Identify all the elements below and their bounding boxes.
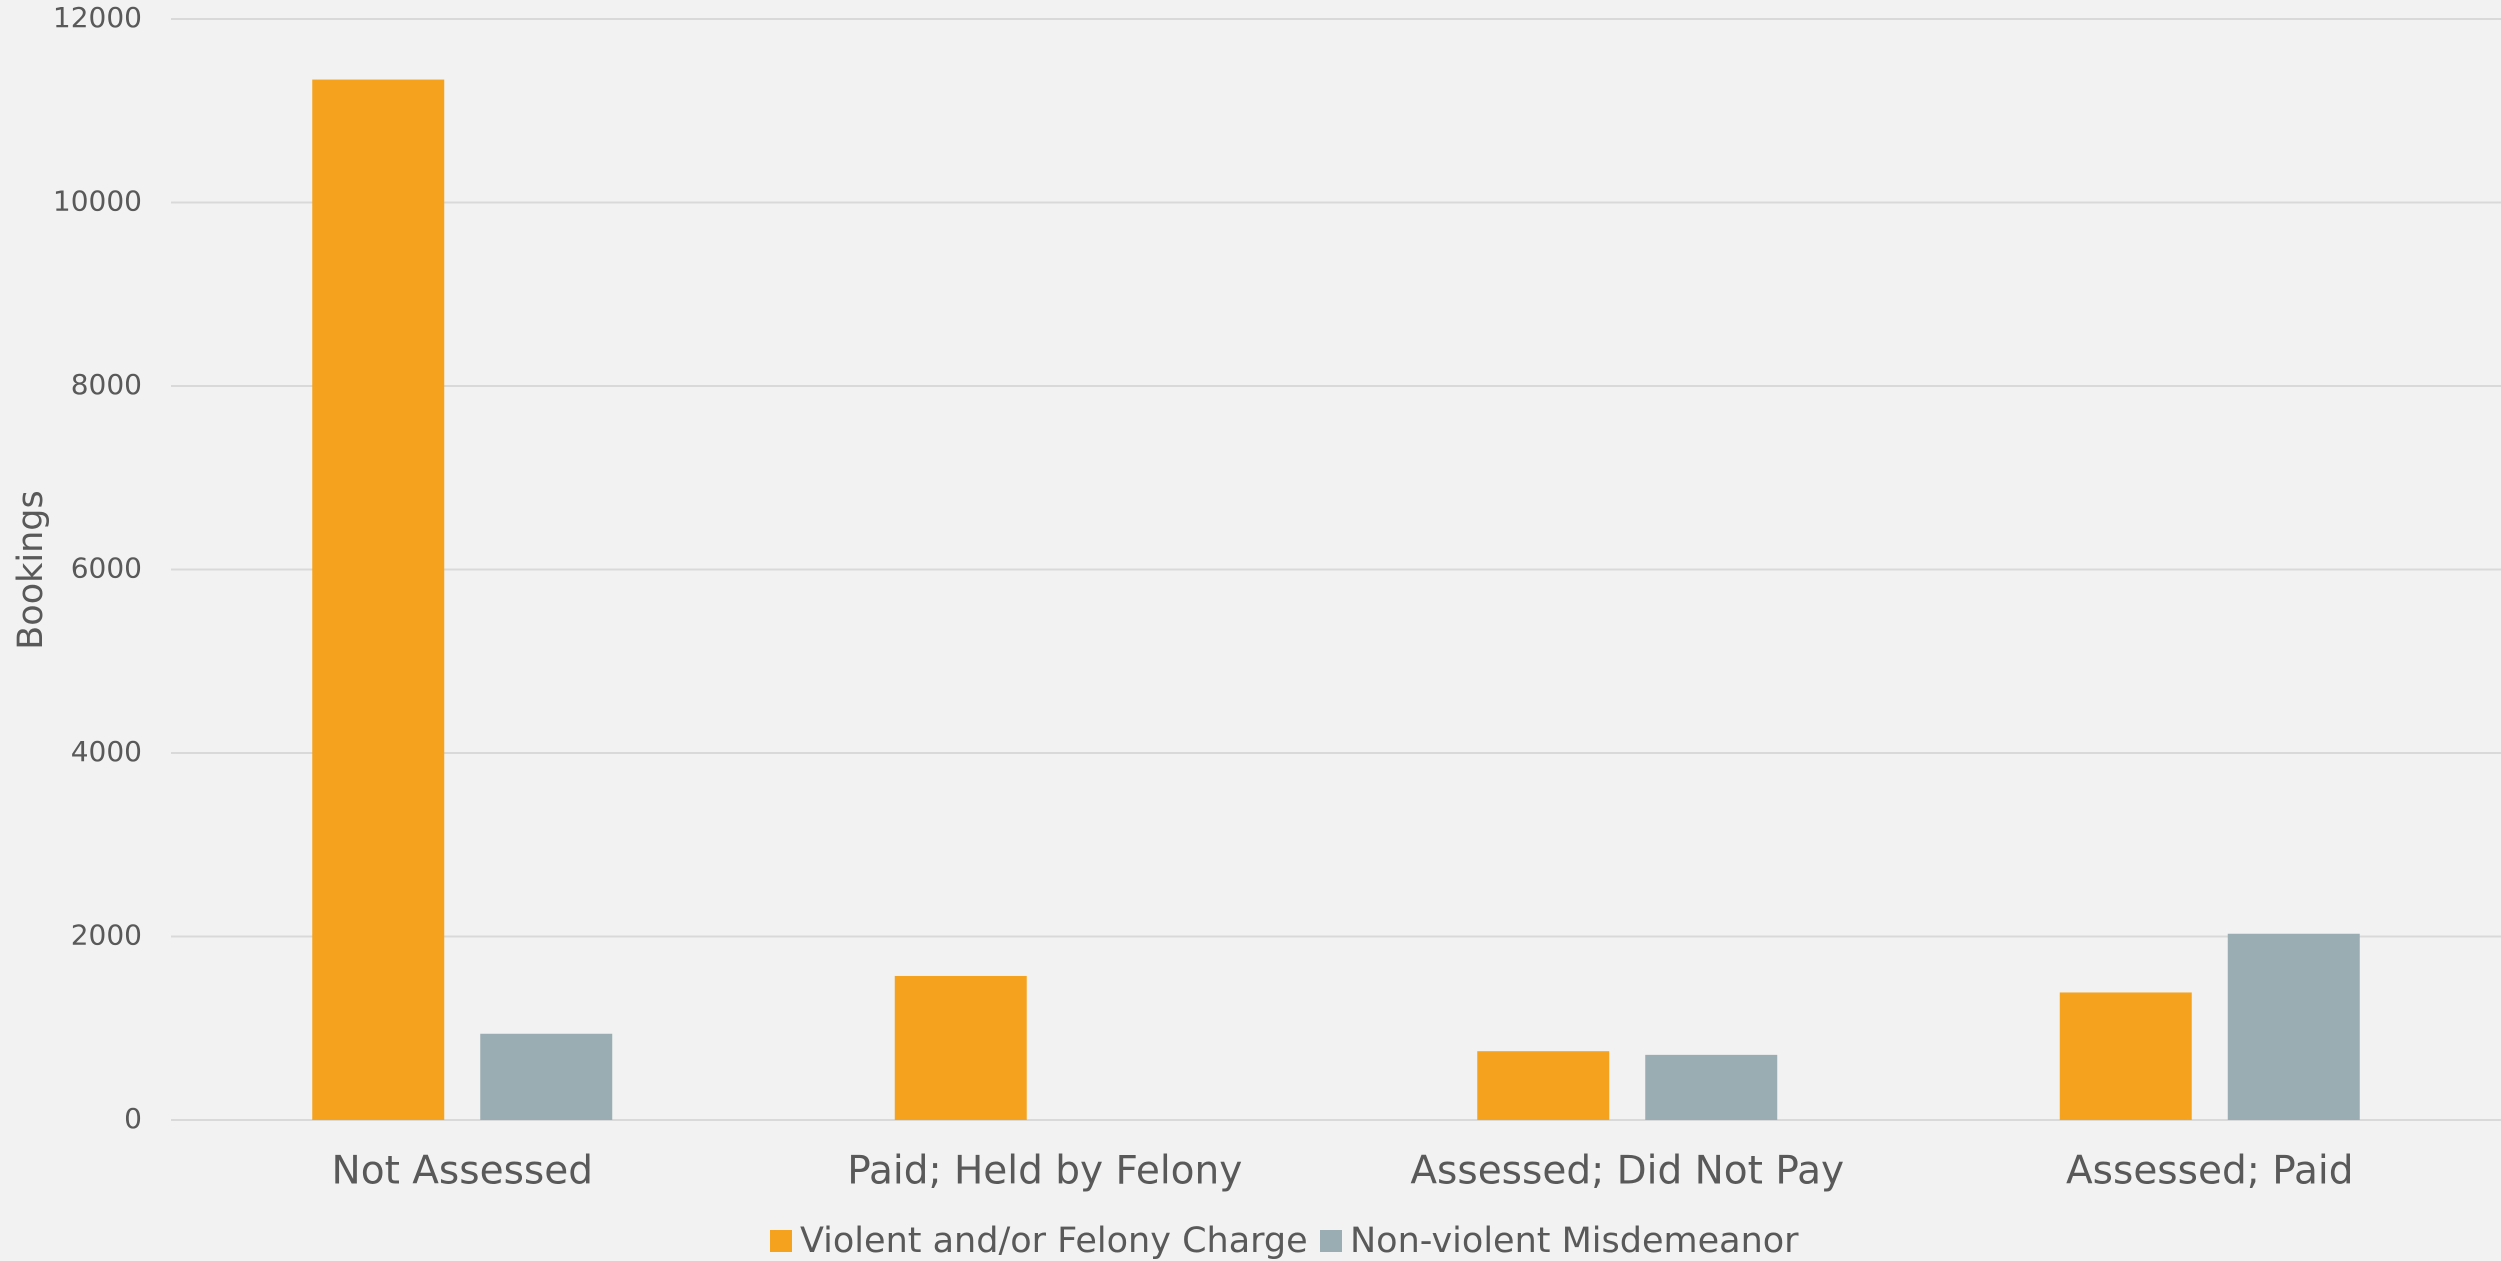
legend-swatch xyxy=(770,1230,792,1252)
bar xyxy=(2227,933,2360,1120)
x-tick-label: Paid; Held by Felony xyxy=(847,1149,1242,1194)
bar xyxy=(312,79,445,1120)
x-tick-label: Assessed; Did Not Pay xyxy=(1410,1149,1844,1194)
bar xyxy=(1477,1051,1610,1120)
legend-label: Violent and/or Felony Charge xyxy=(800,1221,1308,1261)
x-tick-label: Not Assessed xyxy=(332,1149,593,1194)
legend-label: Non-violent Misdemeanor xyxy=(1350,1221,1799,1261)
y-tick-label: 12000 xyxy=(53,1,142,34)
bar xyxy=(1645,1054,1778,1120)
legend-swatch xyxy=(1320,1230,1342,1252)
x-tick-label: Assessed; Paid xyxy=(2066,1149,2354,1194)
y-tick-label: 4000 xyxy=(71,735,142,768)
y-tick-label: 8000 xyxy=(71,368,142,401)
bar xyxy=(2059,992,2192,1120)
y-tick-label: 2000 xyxy=(71,919,142,952)
y-tick-label: 6000 xyxy=(71,552,142,585)
bar xyxy=(894,975,1027,1120)
y-tick-label: 10000 xyxy=(53,185,142,218)
bar xyxy=(480,1033,613,1120)
y-tick-label: 0 xyxy=(124,1102,142,1135)
y-axis-title: Bookings xyxy=(11,490,51,649)
